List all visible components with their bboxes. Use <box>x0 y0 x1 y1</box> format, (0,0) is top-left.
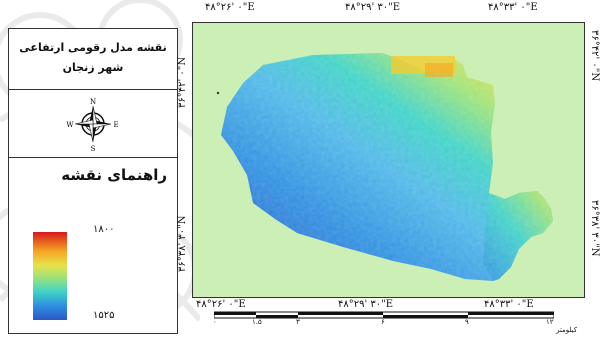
south-label: S <box>91 145 96 153</box>
map-title-line1: نقشه مدل رقومی ارتفاعی <box>19 41 167 54</box>
scale-label-0: ۰ <box>213 318 217 326</box>
map-frame <box>192 22 585 298</box>
legend-heading: راهنمای نقشه <box>61 166 167 184</box>
legend-panel: راهنمای نقشه ۱۸۰۰ ۱۵۲۵ <box>8 157 178 334</box>
coord-left-1: ۳۶°۴۲' ۰"N <box>177 56 188 108</box>
map-title-line2: شهر زنجان <box>62 61 124 74</box>
scale-label-1: ۱.۵ <box>252 318 262 326</box>
north-arrow-icon: N S E W <box>66 98 118 153</box>
elevation-color-ramp <box>33 232 67 320</box>
coord-bottom-2: ۴۸°۲۹' ۳۰"E <box>338 299 394 310</box>
coord-top-3: ۴۸°۳۳' ۰"E <box>488 2 538 13</box>
coord-bottom-1: ۴۸°۲۶' ۰"E <box>196 299 246 310</box>
coord-left-2: ۳۶°۳۸' ۳۰"N <box>177 215 188 272</box>
coord-right-1: ۳۶°۴۲' ۰"N <box>589 30 600 82</box>
scale-label-4: ۹ <box>465 318 469 326</box>
scale-label-5: ۱۲ <box>546 318 554 326</box>
coord-right-2: ۳۶°۳۸' ۳۰"N <box>589 200 600 257</box>
scale-unit: کیلومتر <box>556 326 578 334</box>
east-label: E <box>113 121 118 129</box>
scale-label-2: ۳ <box>296 318 300 326</box>
legend-max-value: ۱۸۰۰ <box>93 224 115 235</box>
north-label: N <box>90 98 96 106</box>
coord-bottom-3: ۴۸°۳۳' ۰"E <box>484 299 534 310</box>
coord-top-1: ۴۸°۲۶' ۰"E <box>205 2 255 13</box>
north-arrow-panel: N S E W <box>8 89 178 159</box>
scale-label-3: ۶ <box>381 318 385 326</box>
map-title-panel: نقشه مدل رقومی ارتفاعی شهر زنجان <box>8 28 178 91</box>
legend-min-value: ۱۵۲۵ <box>93 310 115 321</box>
scale-bar <box>214 311 554 319</box>
dem-map <box>216 53 553 281</box>
coord-top-2: ۴۸°۲۹' ۳۰"E <box>345 2 401 13</box>
west-label: W <box>66 121 74 129</box>
